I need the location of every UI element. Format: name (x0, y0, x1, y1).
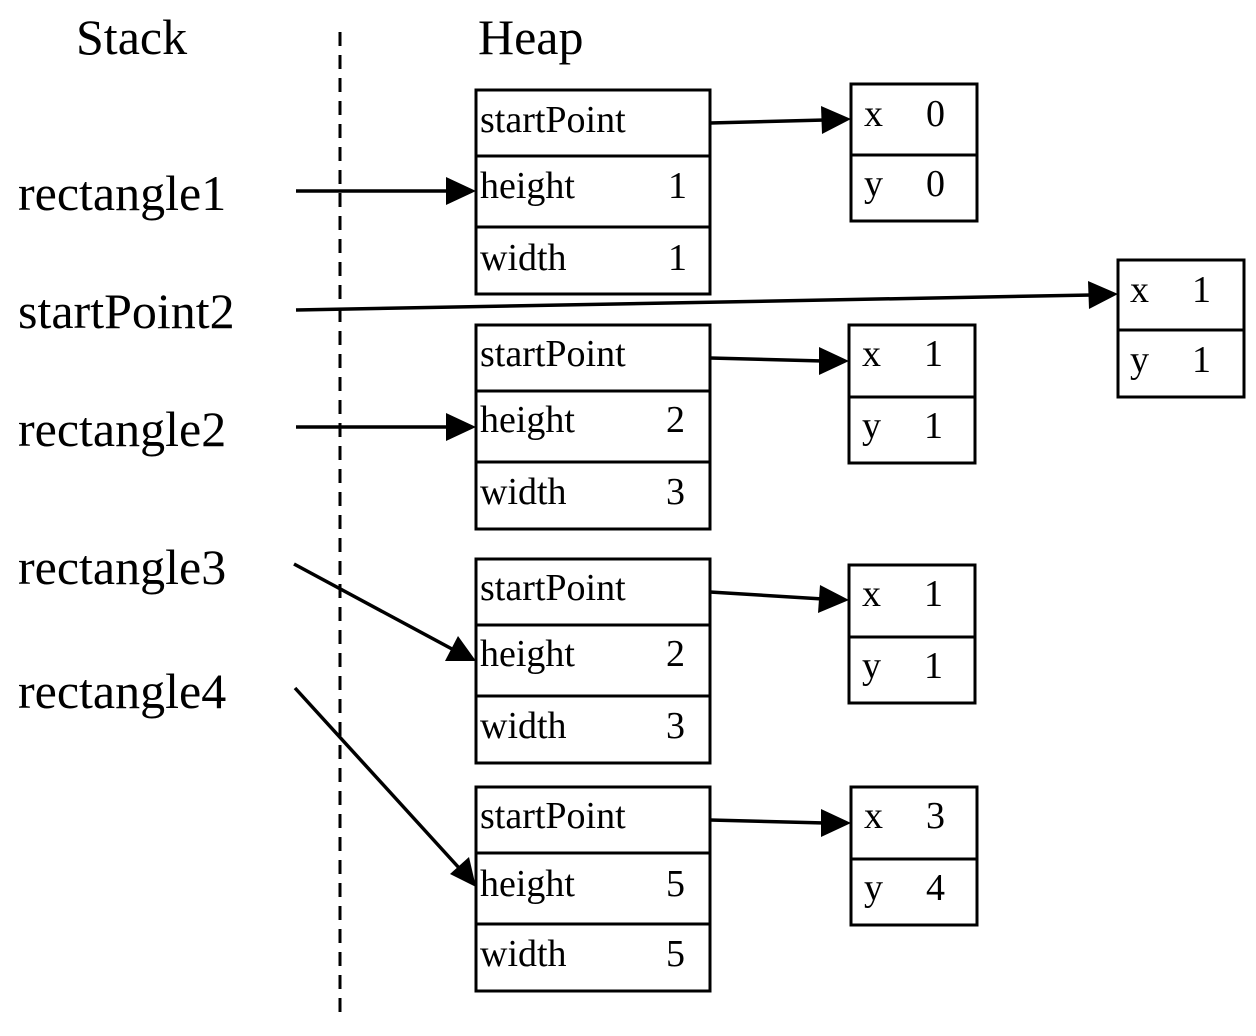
field-value: 3 (666, 471, 685, 513)
reference-arrow (293, 686, 476, 887)
reference-arrow (709, 585, 849, 613)
var-rectangle4: rectangle4 (18, 663, 226, 719)
reference-arrow (709, 347, 849, 375)
point-x-label: x (862, 573, 881, 615)
field-name: height (480, 165, 575, 207)
field-cell (474, 460, 712, 531)
field-cell (474, 389, 712, 464)
point-y-value: 0 (926, 163, 945, 205)
point-cell (847, 395, 977, 465)
rectangle-object: startPoint height 5 width 5 (474, 785, 712, 993)
point-x-value: 0 (926, 93, 945, 135)
field-value: 1 (668, 165, 687, 207)
point-y-label: y (862, 405, 881, 447)
point-y-label: y (862, 645, 881, 687)
field-value: 1 (668, 237, 687, 279)
point-cell (847, 635, 977, 705)
field-name: startPoint (480, 99, 626, 141)
point-object: x 1 y 1 (1116, 258, 1246, 399)
stack-header: Stack (76, 9, 187, 65)
var-rectangle3: rectangle3 (18, 539, 226, 595)
field-cell (474, 851, 712, 926)
point-y-label: y (1130, 339, 1149, 381)
field-name: width (480, 471, 567, 513)
field-value: 5 (666, 863, 685, 905)
field-cell (474, 154, 712, 229)
field-cell (474, 922, 712, 993)
rectangle-object: startPoint height 1 width 1 (474, 88, 712, 296)
point-object: x 1 y 1 (847, 563, 977, 705)
var-rectangle1: rectangle1 (18, 165, 226, 221)
point-x-label: x (864, 93, 883, 135)
point-y-value: 1 (1192, 339, 1211, 381)
var-startpoint2: startPoint2 (18, 283, 235, 339)
point-cell (1116, 328, 1246, 399)
point-x-value: 3 (926, 795, 945, 837)
field-name: height (480, 863, 575, 905)
point-object: x 0 y 0 (849, 82, 979, 223)
reference-arrow (296, 177, 476, 205)
field-cell (474, 623, 712, 698)
field-name: width (480, 237, 567, 279)
reference-arrow (295, 281, 1118, 312)
field-value: 2 (666, 399, 685, 441)
point-y-value: 1 (924, 405, 943, 447)
point-x-label: x (1130, 269, 1149, 311)
heap-header: Heap (478, 9, 584, 65)
rectangle-object: startPoint height 2 width 3 (474, 557, 712, 765)
field-name: height (480, 399, 575, 441)
point-cell (847, 563, 977, 639)
field-cell (474, 785, 712, 855)
point-y-label: y (864, 867, 883, 909)
point-y-value: 4 (926, 867, 945, 909)
var-rectangle2: rectangle2 (18, 401, 226, 457)
field-name: width (480, 705, 567, 747)
field-value: 3 (666, 705, 685, 747)
reference-arrow (296, 413, 476, 441)
field-cell (474, 694, 712, 765)
reference-arrow (709, 106, 851, 134)
point-object: x 3 y 4 (849, 785, 979, 927)
point-x-value: 1 (1192, 269, 1211, 311)
field-name: width (480, 933, 567, 975)
point-x-value: 1 (924, 333, 943, 375)
reference-arrow (709, 809, 851, 837)
point-cell (1116, 258, 1246, 332)
field-name: startPoint (480, 567, 626, 609)
point-x-value: 1 (924, 573, 943, 615)
reference-arrow (293, 562, 476, 661)
field-name: startPoint (480, 795, 626, 837)
point-y-value: 1 (924, 645, 943, 687)
field-name: startPoint (480, 333, 626, 375)
rectangle-object: startPoint height 2 width 3 (474, 323, 712, 531)
field-value: 5 (666, 933, 685, 975)
point-x-label: x (862, 333, 881, 375)
point-y-label: y (864, 163, 883, 205)
point-cell (849, 153, 979, 223)
field-cell (474, 225, 712, 296)
field-value: 2 (666, 633, 685, 675)
point-cell (849, 82, 979, 157)
point-x-label: x (864, 795, 883, 837)
point-cell (849, 857, 979, 927)
field-name: height (480, 633, 575, 675)
point-object: x 1 y 1 (847, 323, 977, 465)
